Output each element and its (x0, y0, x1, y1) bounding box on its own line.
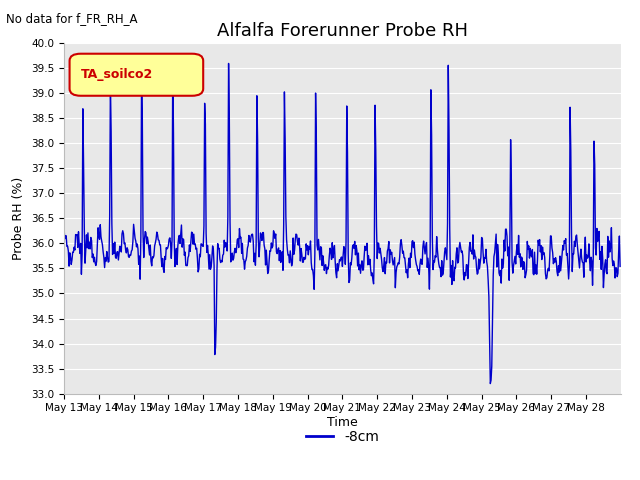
FancyBboxPatch shape (70, 54, 204, 96)
Text: TA_soilco2: TA_soilco2 (81, 68, 153, 81)
Title: Alfalfa Forerunner Probe RH: Alfalfa Forerunner Probe RH (217, 22, 468, 40)
X-axis label: Time: Time (327, 416, 358, 429)
Y-axis label: Probe RH (%): Probe RH (%) (12, 177, 26, 260)
Legend: -8cm: -8cm (300, 425, 385, 450)
Text: No data for f_FR_RH_A: No data for f_FR_RH_A (6, 12, 138, 25)
